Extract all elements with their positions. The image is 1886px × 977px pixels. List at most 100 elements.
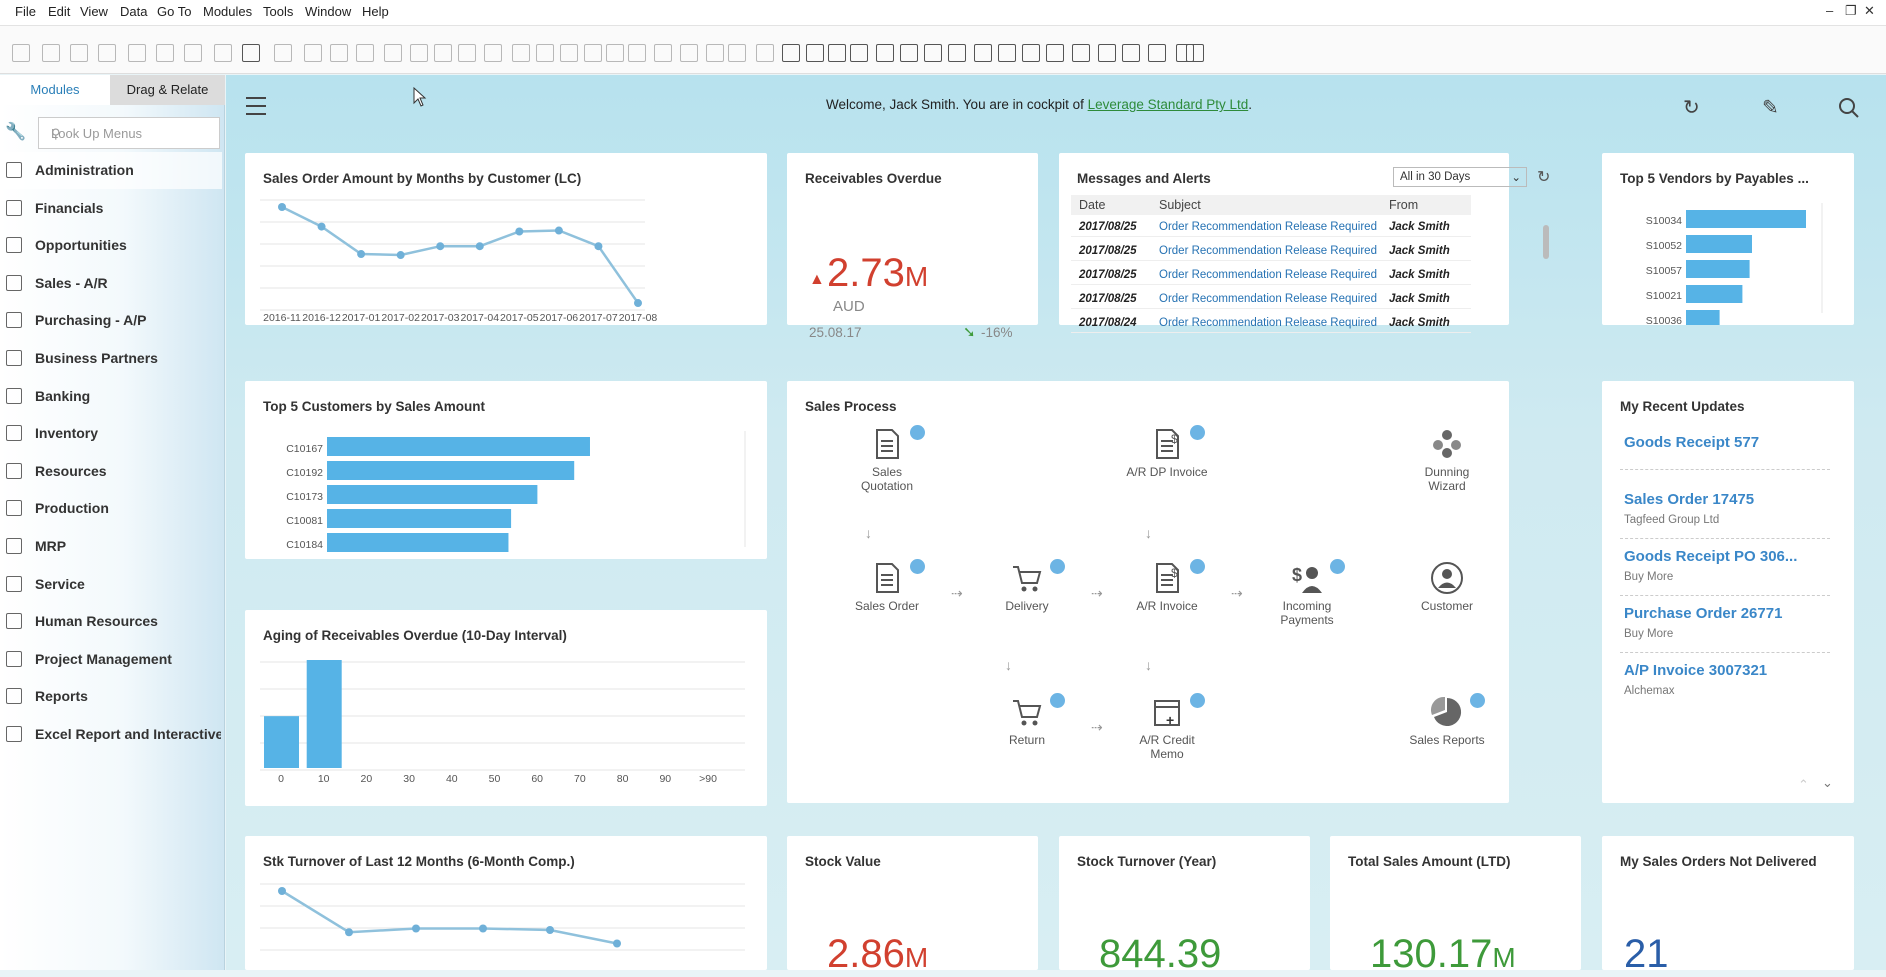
toolbar-tool-icon[interactable] xyxy=(98,44,116,62)
recent-update-item[interactable]: A/P Invoice 3007321 Alchemax xyxy=(1624,662,1834,697)
toolbar-tool-icon[interactable] xyxy=(850,44,868,62)
module-resources[interactable]: Resources xyxy=(0,453,222,490)
expand-badge-icon[interactable] xyxy=(910,425,925,440)
recent-update-item[interactable]: Purchase Order 26771 Buy More xyxy=(1624,605,1834,640)
toolbar-tool-icon[interactable] xyxy=(584,44,602,62)
menu-goto[interactable]: Go To xyxy=(157,4,192,19)
menu-edit[interactable]: Edit xyxy=(48,4,71,19)
toolbar-tool-icon[interactable] xyxy=(156,44,174,62)
card-top-customers[interactable]: Top 5 Customers by Sales Amount C10167 C1… xyxy=(245,381,767,559)
refresh-icon[interactable]: ↻ xyxy=(1537,169,1551,186)
process-node-sales-order[interactable]: Sales Order xyxy=(827,561,947,613)
module-opportunities[interactable]: Opportunities xyxy=(0,227,222,264)
toolbar-tool-icon[interactable] xyxy=(876,44,894,62)
card-recent-updates[interactable]: My Recent Updates Goods Receipt 577 Sales… xyxy=(1602,381,1854,803)
module-administration[interactable]: Administration xyxy=(0,152,222,189)
recent-update-title[interactable]: Sales Order 17475 xyxy=(1624,491,1755,508)
search-icon[interactable] xyxy=(1838,97,1860,119)
module-financials[interactable]: Financials xyxy=(0,190,222,227)
toolbar-tool-icon[interactable] xyxy=(1176,44,1194,62)
lookup-menus-input[interactable]: Look Up Menus ⚲ xyxy=(38,117,220,149)
expand-badge-icon[interactable] xyxy=(1050,693,1065,708)
hamburger-menu-icon[interactable] xyxy=(246,97,268,115)
wrench-icon[interactable]: 🔧 xyxy=(5,122,27,141)
card-aging[interactable]: Aging of Receivables Overdue (10-Day Int… xyxy=(245,610,767,806)
card-sales-orders-not-delivered[interactable]: My Sales Orders Not Delivered 21 xyxy=(1602,836,1854,976)
toolbar-tool-icon[interactable] xyxy=(214,44,232,62)
module-project-management[interactable]: Project Management xyxy=(0,641,222,678)
toolbar-tool-icon[interactable] xyxy=(410,44,428,62)
scroll-up-icon[interactable]: ⌃ xyxy=(1798,777,1809,792)
refresh-icon[interactable]: ↻ xyxy=(1683,97,1700,119)
toolbar-tool-icon[interactable] xyxy=(274,44,292,62)
expand-badge-icon[interactable] xyxy=(1470,693,1485,708)
card-stock-turnover-year[interactable]: Stock Turnover (Year) 844.39 xyxy=(1059,836,1310,976)
scrollbar-thumb[interactable] xyxy=(1543,225,1549,259)
recent-update-title[interactable]: Goods Receipt 577 xyxy=(1624,434,1760,451)
module-excel-report-and-interactive[interactable]: Excel Report and Interactive xyxy=(0,716,222,753)
expand-badge-icon[interactable] xyxy=(1330,559,1345,574)
toolbar-tool-icon[interactable] xyxy=(1046,44,1064,62)
toolbar-tool-icon[interactable] xyxy=(70,44,88,62)
module-inventory[interactable]: Inventory xyxy=(0,415,222,452)
card-total-sales[interactable]: Total Sales Amount (LTD) 130.17M xyxy=(1330,836,1581,976)
process-node-a-r-dp-invoice[interactable]: $ A/R DP Invoice xyxy=(1107,427,1227,479)
restore-icon[interactable]: ❐ xyxy=(1845,3,1857,18)
toolbar-tool-icon[interactable] xyxy=(330,44,348,62)
menu-view[interactable]: View xyxy=(80,4,108,19)
card-messages-alerts[interactable]: Messages and Alerts All in 30 Days ⌄ ↻ Da… xyxy=(1059,153,1550,333)
toolbar-tool-icon[interactable] xyxy=(806,44,824,62)
module-reports[interactable]: Reports xyxy=(0,678,222,715)
toolbar-tool-icon[interactable] xyxy=(536,44,554,62)
message-subject[interactable]: Order Recommendation Release Required xyxy=(1159,245,1377,257)
toolbar-tool-icon[interactable] xyxy=(128,44,146,62)
expand-badge-icon[interactable] xyxy=(1190,559,1205,574)
module-production[interactable]: Production xyxy=(0,490,222,527)
module-business-partners[interactable]: Business Partners xyxy=(0,340,222,377)
minimize-icon[interactable]: – xyxy=(1826,3,1834,18)
message-subject[interactable]: Order Recommendation Release Required xyxy=(1159,293,1377,305)
toolbar-tool-icon[interactable] xyxy=(948,44,966,62)
recent-update-title[interactable]: A/P Invoice 3007321 xyxy=(1624,662,1768,679)
menu-file[interactable]: File xyxy=(15,4,36,19)
toolbar-tool-icon[interactable] xyxy=(828,44,846,62)
toolbar-tool-icon[interactable] xyxy=(782,44,800,62)
process-node-customer[interactable]: Customer xyxy=(1387,561,1507,613)
recent-update-title[interactable]: Purchase Order 26771 xyxy=(1624,605,1783,622)
toolbar-tool-icon[interactable] xyxy=(304,44,322,62)
toolbar-tool-icon[interactable] xyxy=(512,44,530,62)
toolbar-tool-icon[interactable] xyxy=(728,44,746,62)
message-row[interactable]: 2017/08/25 Order Recommendation Release R… xyxy=(1071,289,1471,309)
toolbar-tool-icon[interactable] xyxy=(458,44,476,62)
expand-badge-icon[interactable] xyxy=(1190,693,1205,708)
card-sales-order-amount[interactable]: Sales Order Amount by Months by Customer… xyxy=(245,153,767,325)
toolbar-tool-icon[interactable] xyxy=(654,44,672,62)
process-node-delivery[interactable]: Delivery xyxy=(967,561,1087,613)
recent-update-item[interactable]: Goods Receipt PO 306... Buy More xyxy=(1624,548,1834,583)
module-service[interactable]: Service xyxy=(0,566,222,603)
tab-modules[interactable]: Modules xyxy=(0,75,110,105)
toolbar-tool-icon[interactable] xyxy=(756,44,774,62)
toolbar-tool-icon[interactable] xyxy=(242,44,260,62)
toolbar-tool-icon[interactable] xyxy=(484,44,502,62)
process-node-a-r-invoice[interactable]: $ A/R Invoice xyxy=(1107,561,1227,613)
toolbar-tool-icon[interactable] xyxy=(974,44,992,62)
toolbar-tool-icon[interactable] xyxy=(998,44,1016,62)
toolbar-tool-icon[interactable] xyxy=(12,44,30,62)
scroll-down-icon[interactable]: ⌄ xyxy=(1822,775,1833,790)
toolbar-tool-icon[interactable] xyxy=(42,44,60,62)
toolbar-tool-icon[interactable] xyxy=(434,44,452,62)
toolbar-tool-icon[interactable] xyxy=(1148,44,1166,62)
toolbar-tool-icon[interactable] xyxy=(924,44,942,62)
card-top-vendors[interactable]: Top 5 Vendors by Payables ... S10034 S100… xyxy=(1602,153,1854,325)
column-subject[interactable]: Subject xyxy=(1159,198,1201,212)
search-icon[interactable]: ⚲ xyxy=(51,126,61,141)
toolbar-tool-icon[interactable] xyxy=(628,44,646,62)
message-subject[interactable]: Order Recommendation Release Required xyxy=(1159,317,1377,329)
message-row[interactable]: 2017/08/25 Order Recommendation Release R… xyxy=(1071,217,1471,237)
menu-tools[interactable]: Tools xyxy=(263,4,294,19)
tab-drag-relate[interactable]: Drag & Relate xyxy=(110,75,225,105)
toolbar-tool-icon[interactable] xyxy=(356,44,374,62)
toolbar-tool-icon[interactable] xyxy=(680,44,698,62)
process-node-sales-quotation[interactable]: Sales Quotation xyxy=(827,427,947,493)
